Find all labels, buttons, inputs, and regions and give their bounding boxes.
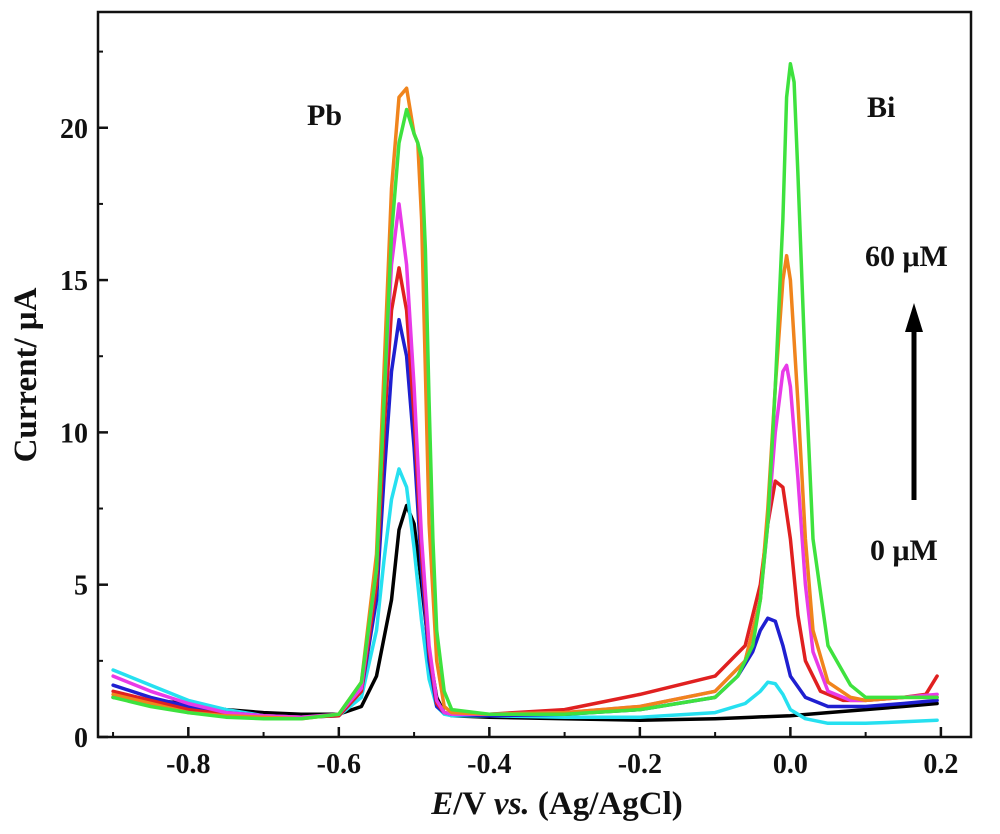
concentration-arrow: [905, 303, 923, 500]
x-axis-title: E/V vs. (Ag/AgCl): [430, 786, 682, 822]
y-axis-ticks: 0 5 10 15 20: [60, 50, 108, 754]
x-tick-label: -0.4: [467, 749, 511, 780]
x-tick-label: -0.2: [618, 749, 662, 780]
y-tick-label: 10: [60, 418, 88, 449]
bi-peak-label: Bi: [867, 91, 895, 124]
series-layer: [111, 62, 939, 726]
series-line-7: [111, 62, 939, 721]
x-tick-label: 0.0: [773, 749, 808, 780]
series-line-5: [111, 202, 939, 719]
plot-frame: [96, 10, 973, 739]
series-line-2: [111, 467, 939, 726]
pb-peak-label: Pb: [307, 99, 342, 132]
bottom-concentration-label: 0 μM: [870, 534, 938, 567]
y-tick-label: 0: [74, 723, 88, 754]
y-tick-label: 20: [60, 114, 88, 145]
top-concentration-label: 60 μM: [865, 240, 948, 273]
x-tick-label: -0.6: [317, 749, 361, 780]
x-axis-ticks: -0.8 -0.6 -0.4 -0.2 0.0 0.2: [112, 727, 958, 780]
series-line-6: [111, 86, 939, 721]
y-tick-label: 5: [74, 571, 88, 602]
y-axis-title: Current/ μA: [8, 287, 44, 462]
x-tick-label: 0.2: [923, 749, 958, 780]
y-tick-label: 15: [60, 266, 88, 297]
x-tick-label: -0.8: [166, 749, 210, 780]
